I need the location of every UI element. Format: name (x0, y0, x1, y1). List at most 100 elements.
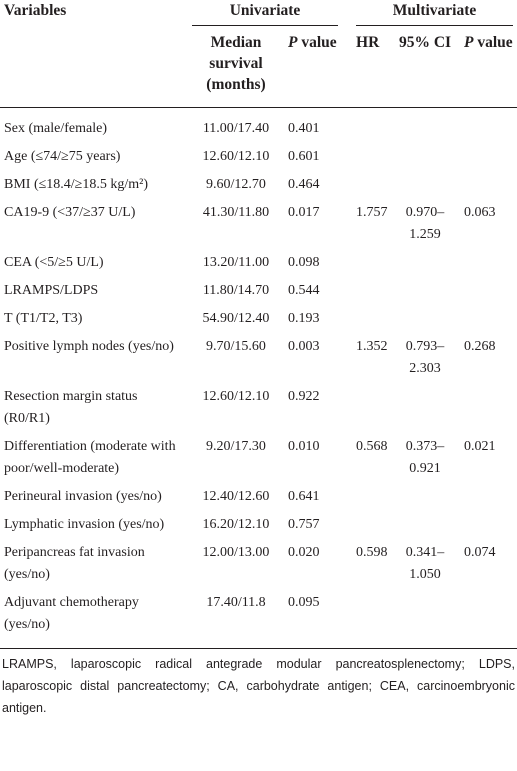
median-cell: 41.30/11.80 (202, 205, 270, 220)
p-cell: 0.003 (288, 339, 320, 354)
p-multi-cell: 0.021 (464, 439, 496, 454)
variable-cell: Resection margin status (R0/R1) (4, 389, 138, 426)
header-hr: HR (342, 28, 391, 108)
hr-cell: 1.352 (356, 339, 388, 354)
p-text: value (477, 34, 513, 51)
p-multi-cell: 0.063 (464, 205, 496, 220)
p-cell: 0.401 (288, 121, 320, 136)
header-univariate: Univariate (192, 0, 339, 26)
variable-cell: Lymphatic invasion (yes/no) (4, 517, 165, 532)
table-row: Peripancreas fat invasion (yes/no) 12.00/… (0, 539, 517, 589)
p-multi-cell (460, 277, 517, 305)
table-row: CEA (<5/≥5 U/L) 13.20/11.00 0.098 (0, 249, 517, 277)
median-cell: 9.20/17.30 (206, 439, 266, 454)
hr-cell (342, 305, 390, 333)
median-cell: 16.20/12.10 (202, 517, 270, 532)
hr-cell (342, 483, 390, 511)
table-row: LRAMPS/LDPS 11.80/14.70 0.544 (0, 277, 517, 305)
p-cell: 0.544 (288, 283, 320, 298)
p-multi-cell (460, 589, 517, 649)
variable-cell: LRAMPS/LDPS (4, 283, 99, 298)
hr-cell (342, 277, 390, 305)
variable-cell: Peripancreas fat invasion (yes/no) (4, 545, 145, 582)
variable-cell: CA19-9 (<37/≥37 U/L) (4, 205, 136, 220)
ci-cell (390, 277, 460, 305)
table-row: Resection margin status (R0/R1) 12.60/12.… (0, 383, 517, 433)
hr-cell (342, 589, 390, 649)
variable-cell: Age (≤74/≥75 years) (4, 149, 121, 164)
p-multi-cell: 0.074 (464, 545, 496, 560)
variable-cell: Differentiation (moderate with poor/well… (4, 439, 176, 476)
p-multi-cell (460, 305, 517, 333)
header-p: P value (460, 28, 517, 108)
p-multi-cell (460, 511, 517, 539)
median-cell: 9.60/12.70 (206, 177, 266, 192)
table-body: Sex (male/female) 11.00/17.40 0.401 Age (≤7… (0, 108, 517, 649)
p-italic: P (464, 34, 474, 51)
table-row: CA19-9 (<37/≥37 U/L) 41.30/11.80 0.017 1.75… (0, 199, 517, 249)
p-cell: 0.601 (288, 149, 320, 164)
ci-cell (390, 511, 460, 539)
results-table: Variables Univariate Multivariate Median… (0, 0, 517, 649)
variable-cell: Adjuvant chemotherapy (yes/no) (4, 595, 139, 632)
table-row: T (T1/T2, T3) 54.90/12.40 0.193 (0, 305, 517, 333)
hr-cell (342, 383, 390, 433)
median-cell: 54.90/12.40 (202, 311, 270, 326)
median-cell: 12.00/13.00 (202, 545, 270, 560)
header-variables: Variables (4, 2, 67, 19)
table-row: Sex (male/female) 11.00/17.40 0.401 (0, 108, 517, 144)
table-row: Perineural invasion (yes/no) 12.40/12.60 0… (0, 483, 517, 511)
table-row: Age (≤74/≥75 years) 12.60/12.10 0.601 (0, 143, 517, 171)
table-row: BMI (≤18.4/≥18.5 kg/m²) 9.60/12.70 0.464 (0, 171, 517, 199)
table-row: Differentiation (moderate with poor/well… (0, 433, 517, 483)
p-italic: P (288, 34, 298, 51)
p-cell: 0.098 (288, 255, 320, 270)
ci-cell (390, 483, 460, 511)
table-row: Positive lymph nodes (yes/no) 9.70/15.60 0… (0, 333, 517, 383)
p-cell: 0.017 (288, 205, 320, 220)
ci-cell: 0.341–1.050 (405, 545, 445, 582)
footnote: LRAMPS, laparoscopic radical antegrade m… (2, 657, 515, 715)
header-median: Median survival (months) (188, 28, 284, 108)
variable-cell: Perineural invasion (yes/no) (4, 489, 162, 504)
ci-cell (390, 383, 460, 433)
ci-cell (390, 171, 460, 199)
variable-cell: BMI (≤18.4/≥18.5 kg/m²) (4, 177, 149, 192)
p-cell: 0.641 (288, 489, 320, 504)
ci-cell: 0.373–0.921 (405, 439, 445, 476)
ci-cell: 0.970–1.259 (405, 205, 445, 242)
median-cell: 9.70/15.60 (206, 339, 266, 354)
p-multi-cell (460, 483, 517, 511)
median-cell: 12.60/12.10 (202, 149, 270, 164)
hr-cell (342, 511, 390, 539)
header-group: Multivariate (342, 0, 517, 28)
table-row: Lymphatic invasion (yes/no) 16.20/12.10 0.… (0, 511, 517, 539)
p-text: value (301, 34, 337, 51)
hr-cell: 0.568 (356, 439, 388, 454)
p-cell: 0.757 (288, 517, 320, 532)
p-cell: 0.095 (288, 595, 320, 610)
ci-cell (390, 143, 460, 171)
variable-cell: Positive lymph nodes (yes/no) (4, 339, 174, 354)
ci-cell (390, 305, 460, 333)
variable-cell: CEA (<5/≥5 U/L) (4, 255, 104, 270)
ci-cell: 0.793–2.303 (405, 339, 445, 376)
table-row: Adjuvant chemotherapy (yes/no) 17.40/11.8… (0, 589, 517, 649)
median-cell: 11.00/17.40 (202, 121, 270, 136)
median-cell: 13.20/11.00 (202, 255, 270, 270)
median-cell: 12.40/12.60 (202, 489, 270, 504)
ci-cell (390, 108, 460, 144)
hr-cell (342, 108, 390, 144)
variable-cell: T (T1/T2, T3) (4, 311, 83, 326)
hr-cell: 0.598 (356, 545, 388, 560)
p-multi-cell (460, 383, 517, 433)
p-cell: 0.464 (288, 177, 320, 192)
header-group: Univariate (188, 0, 342, 28)
header-multivariate: Multivariate (356, 0, 514, 26)
ci-cell (390, 589, 460, 649)
header-p: P value (284, 28, 343, 108)
p-cell: 0.010 (288, 439, 320, 454)
p-multi-cell (460, 249, 517, 277)
p-multi-cell (460, 143, 517, 171)
